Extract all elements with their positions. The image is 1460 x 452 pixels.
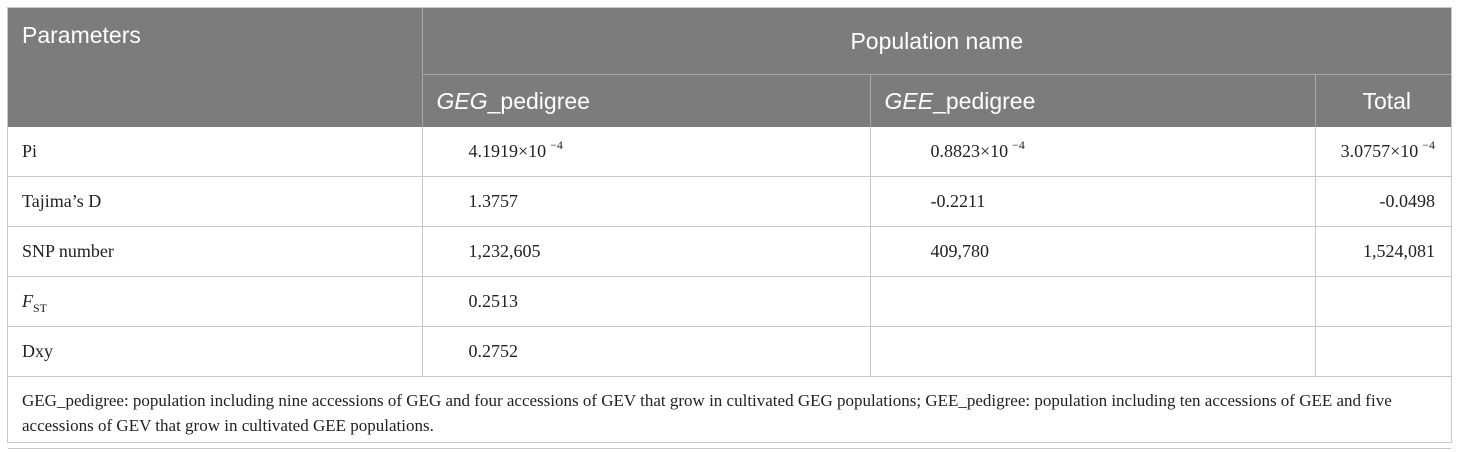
header-row-2: GEG_pedigree GEE_pedigree Total [8, 74, 1452, 127]
value-exponent: −4 [1422, 138, 1436, 152]
header-gee-pedigree: GEE_pedigree [870, 74, 1316, 127]
cell-geg: 4.1919×10 −4 [422, 127, 871, 177]
table-row-tajimas-d: Tajima’s D 1.3757 -0.2211 -0.0498 [8, 176, 1452, 227]
header-parameters: Parameters [8, 8, 423, 127]
header-gee-suffix: _pedigree [933, 87, 1036, 114]
header-total: Total [1315, 74, 1452, 127]
population-parameters-table: Parameters Population name GEG_pedigree … [8, 8, 1452, 449]
cell-param: Dxy [8, 326, 423, 377]
value-base: 4.1919×10 [468, 141, 547, 161]
cell-param: FST [8, 276, 423, 327]
table-frame: Parameters Population name GEG_pedigree … [7, 7, 1452, 449]
table-footnote: GEG_pedigree: population including nine … [8, 376, 1452, 449]
cell-geg: 0.2752 [422, 326, 871, 377]
cell-total [1315, 276, 1452, 327]
value-exponent: −4 [1012, 138, 1025, 152]
value-exponent: −4 [550, 138, 563, 152]
cell-param: SNP number [8, 226, 423, 277]
param-italic: F [22, 291, 33, 311]
cell-geg: 0.2513 [422, 276, 871, 327]
cell-total: 1,524,081 [1315, 226, 1452, 277]
table-footnote-row: GEG_pedigree: population including nine … [8, 376, 1452, 449]
cell-param: Pi [8, 127, 423, 177]
table-row-pi: Pi 4.1919×10 −4 0.8823×10 −4 3.0757×10 −4 [8, 127, 1452, 177]
cell-total [1315, 326, 1452, 377]
table-row-fst: FST 0.2513 [8, 276, 1452, 327]
cell-geg: 1.3757 [422, 176, 871, 227]
cell-gee: -0.2211 [870, 176, 1316, 227]
cell-gee [870, 276, 1316, 327]
cell-param: Tajima’s D [8, 176, 423, 227]
value-base: 0.8823×10 [930, 141, 1009, 161]
value-base: 3.0757×10 [1340, 141, 1419, 161]
cell-gee [870, 326, 1316, 377]
cell-total: -0.0498 [1315, 176, 1452, 227]
header-geg-italic: GEG [436, 87, 488, 114]
table-row-dxy: Dxy 0.2752 [8, 326, 1452, 377]
header-population-name: Population name [422, 8, 1452, 75]
table-row-snp-number: SNP number 1,232,605 409,780 1,524,081 [8, 226, 1452, 277]
header-geg-pedigree: GEG_pedigree [422, 74, 871, 127]
cell-total: 3.0757×10 −4 [1315, 127, 1452, 177]
header-row-1: Parameters Population name [8, 8, 1452, 127]
cell-geg: 1,232,605 [422, 226, 871, 277]
header-gee-italic: GEE [884, 87, 934, 114]
param-subscript: ST [33, 301, 48, 315]
header-geg-suffix: _pedigree [487, 87, 590, 114]
cell-gee: 409,780 [870, 226, 1316, 277]
cell-gee: 0.8823×10 −4 [870, 127, 1316, 177]
